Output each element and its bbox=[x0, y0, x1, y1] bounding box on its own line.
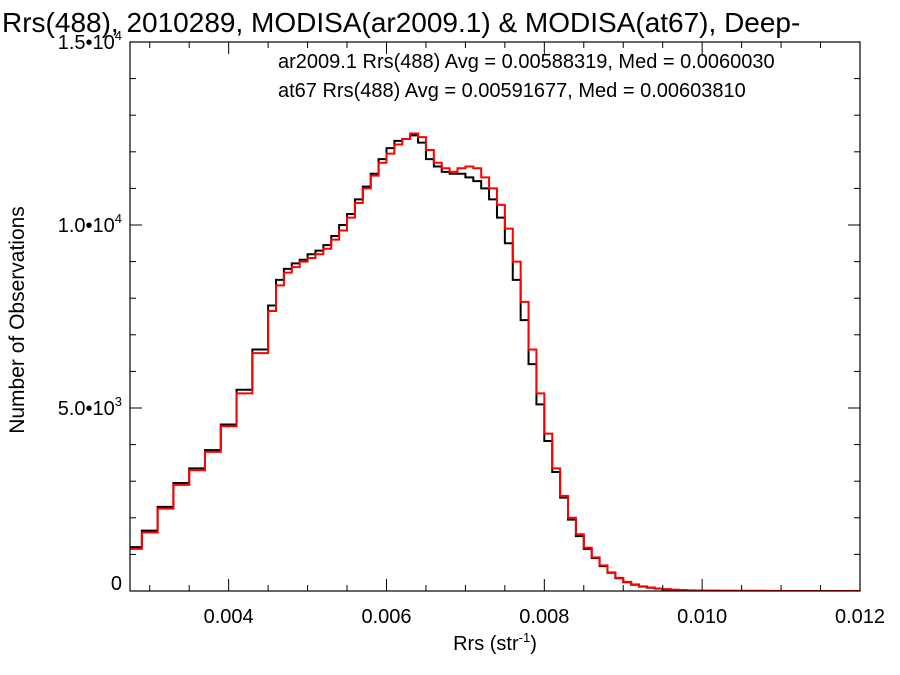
y-tick-label: 1.0•104 bbox=[58, 211, 122, 237]
series-line-ar2009.1 bbox=[130, 134, 860, 591]
chart-title: Rrs(488), 2010289, MODISA(ar2009.1) & MO… bbox=[2, 7, 800, 38]
y-tick-label: 1.5•104 bbox=[58, 28, 122, 54]
y-tick-label: 0 bbox=[111, 573, 122, 595]
x-tick-label: 0.004 bbox=[204, 606, 254, 628]
axes: 0.004 0.006 0.008 0.010 0.012 0 5.0•103 1.0•104… bbox=[58, 28, 885, 628]
annotation-ar2009: ar2009.1 Rrs(488) Avg = 0.00588319, Med … bbox=[278, 51, 775, 73]
x-axis-label: Rrs (str-1) bbox=[453, 630, 537, 655]
plot-frame bbox=[129, 41, 861, 592]
annotation-at67: at67 Rrs(488) Avg = 0.00591677, Med = 0.… bbox=[278, 80, 746, 102]
x-axis-label-close: ) bbox=[530, 633, 537, 655]
series-line-at67 bbox=[130, 132, 860, 591]
x-tick-label: 0.010 bbox=[677, 606, 727, 628]
plot-area bbox=[130, 132, 860, 591]
x-axis-label-sup: -1 bbox=[519, 630, 531, 645]
y-axis-label: Number of Observations bbox=[6, 206, 29, 434]
x-tick-label: 0.012 bbox=[835, 606, 885, 628]
x-axis-label-main: Rrs (str bbox=[453, 633, 519, 655]
x-tick-label: 0.006 bbox=[361, 606, 411, 628]
x-tick-label: 0.008 bbox=[519, 606, 569, 628]
y-tick-label: 5.0•103 bbox=[58, 394, 122, 420]
